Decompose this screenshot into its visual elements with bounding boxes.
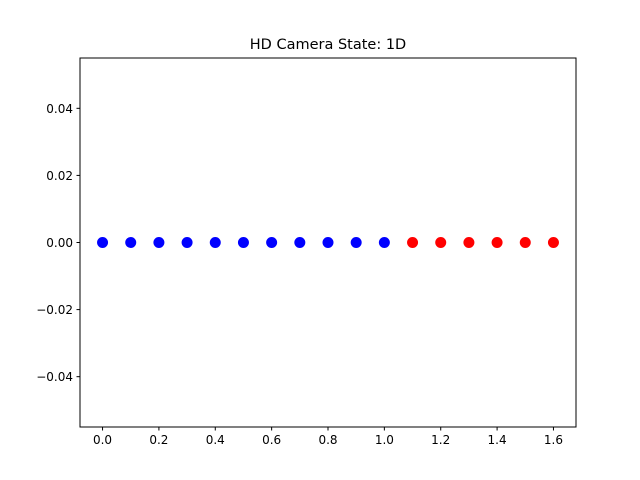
x-tick-label: 0.8 (318, 433, 337, 447)
x-tick-label: 1.6 (544, 433, 563, 447)
data-point-series-0-9 (350, 237, 362, 248)
data-point-series-0-10 (378, 237, 390, 248)
data-point-series-0-0 (97, 237, 109, 248)
x-tick-label: 0.0 (93, 433, 112, 447)
data-point-series-1-5 (547, 237, 559, 248)
y-tick-label: 0.00 (46, 236, 73, 250)
y-tick-label: −0.02 (36, 303, 73, 317)
y-tick-label: 0.04 (46, 102, 73, 116)
data-point-series-1-1 (435, 237, 447, 248)
data-point-series-0-2 (153, 237, 165, 248)
data-point-series-0-1 (125, 237, 137, 248)
x-tick-label: 0.4 (206, 433, 225, 447)
x-axis: 0.0 0.2 0.4 0.6 0.8 1.0 1.2 1.4 1.6 (93, 427, 563, 447)
data-points (97, 237, 559, 248)
x-tick-label: 1.0 (375, 433, 394, 447)
data-point-series-1-4 (519, 237, 531, 248)
data-point-series-1-2 (463, 237, 475, 248)
data-point-series-0-5 (237, 237, 249, 248)
data-point-series-1-3 (491, 237, 503, 248)
data-point-series-0-7 (294, 237, 306, 248)
data-point-series-0-3 (181, 237, 193, 248)
x-tick-label: 1.2 (431, 433, 450, 447)
data-point-series-1-0 (407, 237, 419, 248)
y-axis: −0.04 −0.02 0.00 0.02 0.04 (36, 102, 80, 384)
x-tick-label: 1.4 (488, 433, 507, 447)
x-tick-label: 0.6 (262, 433, 281, 447)
x-tick-label: 0.2 (149, 433, 168, 447)
y-tick-label: −0.04 (36, 370, 73, 384)
data-point-series-0-6 (266, 237, 278, 248)
data-point-series-0-8 (322, 237, 334, 248)
plot-area-frame (79, 57, 577, 428)
y-tick-label: 0.02 (46, 169, 73, 183)
data-point-series-0-4 (209, 237, 221, 248)
chart-title: HD Camera State: 1D (250, 37, 406, 53)
